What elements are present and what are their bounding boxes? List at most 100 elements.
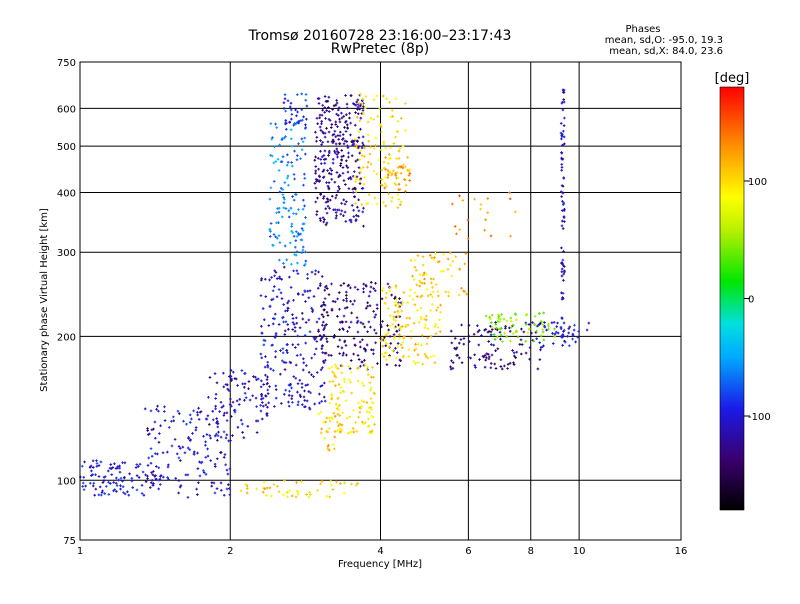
data-point	[185, 422, 188, 426]
x-tick-label: 6	[465, 546, 471, 557]
data-point	[345, 297, 348, 300]
data-point	[407, 174, 411, 177]
data-point	[313, 272, 317, 276]
data-point	[278, 241, 282, 244]
data-point	[458, 228, 462, 232]
data-point	[336, 396, 340, 400]
data-point	[360, 405, 364, 408]
data-point	[226, 383, 229, 387]
data-point	[320, 120, 324, 123]
data-point	[290, 164, 294, 168]
data-point	[102, 475, 106, 479]
data-point	[219, 451, 222, 454]
data-point	[334, 142, 338, 146]
data-point	[439, 303, 442, 307]
data-point	[294, 346, 297, 349]
data-point	[387, 153, 391, 156]
data-point	[338, 130, 342, 134]
data-point	[326, 198, 330, 202]
data-point	[153, 420, 157, 424]
data-point	[352, 102, 355, 105]
data-point	[259, 397, 263, 401]
data-point	[561, 344, 564, 347]
data-point	[243, 398, 246, 402]
data-point	[369, 145, 372, 149]
data-point	[152, 470, 155, 473]
x-axis-label: Frequency [MHz]	[338, 559, 422, 570]
colorbar-tick-label: 100	[748, 177, 767, 188]
data-point	[119, 476, 123, 480]
data-point	[303, 399, 307, 402]
data-point	[325, 494, 329, 498]
data-point	[339, 162, 343, 165]
data-point	[474, 366, 477, 369]
data-point	[346, 126, 349, 130]
data-point	[367, 417, 370, 421]
data-point	[319, 410, 323, 414]
data-point	[277, 169, 281, 172]
data-point	[357, 214, 360, 218]
data-point	[272, 369, 275, 372]
data-point	[344, 130, 348, 133]
data-point	[560, 209, 564, 212]
data-point	[327, 130, 331, 134]
data-point	[335, 407, 339, 411]
data-point	[343, 481, 346, 485]
data-point	[101, 481, 105, 484]
data-point	[389, 342, 393, 345]
data-point	[316, 178, 319, 182]
data-point	[386, 169, 390, 173]
data-point	[505, 319, 509, 323]
data-point	[327, 181, 331, 184]
data-point	[308, 490, 311, 494]
data-point	[369, 117, 373, 120]
data-point	[355, 214, 358, 217]
data-point	[322, 303, 326, 306]
data-point	[337, 175, 340, 179]
data-point	[333, 430, 337, 433]
data-point	[341, 133, 345, 136]
data-point	[333, 129, 337, 133]
data-point	[322, 195, 326, 198]
data-point	[204, 472, 208, 476]
data-point	[282, 196, 286, 199]
data-point	[421, 281, 424, 285]
data-point	[274, 271, 278, 274]
data-point	[269, 154, 272, 157]
data-point	[172, 419, 175, 423]
data-point	[293, 253, 296, 256]
data-point	[292, 298, 295, 302]
data-point	[423, 326, 427, 330]
data-point	[573, 323, 576, 327]
data-point	[281, 155, 285, 158]
data-point	[227, 389, 231, 392]
data-point	[335, 153, 339, 156]
data-point	[354, 180, 357, 183]
data-point	[300, 251, 304, 254]
data-point	[352, 208, 355, 212]
data-point	[355, 430, 359, 433]
data-point	[358, 102, 361, 105]
data-point	[324, 351, 328, 355]
data-point	[322, 359, 325, 363]
data-point	[225, 468, 229, 472]
data-point	[287, 299, 291, 303]
data-point	[376, 362, 379, 365]
data-point	[329, 198, 332, 202]
data-point	[303, 127, 307, 130]
data-point	[528, 357, 531, 361]
data-point	[538, 341, 542, 344]
data-point	[388, 286, 392, 289]
data-point	[321, 420, 325, 424]
data-point	[560, 134, 564, 137]
data-point	[251, 394, 254, 398]
data-point	[304, 384, 308, 387]
data-point	[447, 294, 450, 298]
data-point	[535, 337, 538, 341]
data-point	[283, 329, 287, 333]
data-point	[284, 135, 287, 138]
data-point	[509, 316, 513, 320]
data-point	[376, 115, 380, 118]
data-point	[476, 330, 480, 334]
data-point	[333, 447, 336, 451]
